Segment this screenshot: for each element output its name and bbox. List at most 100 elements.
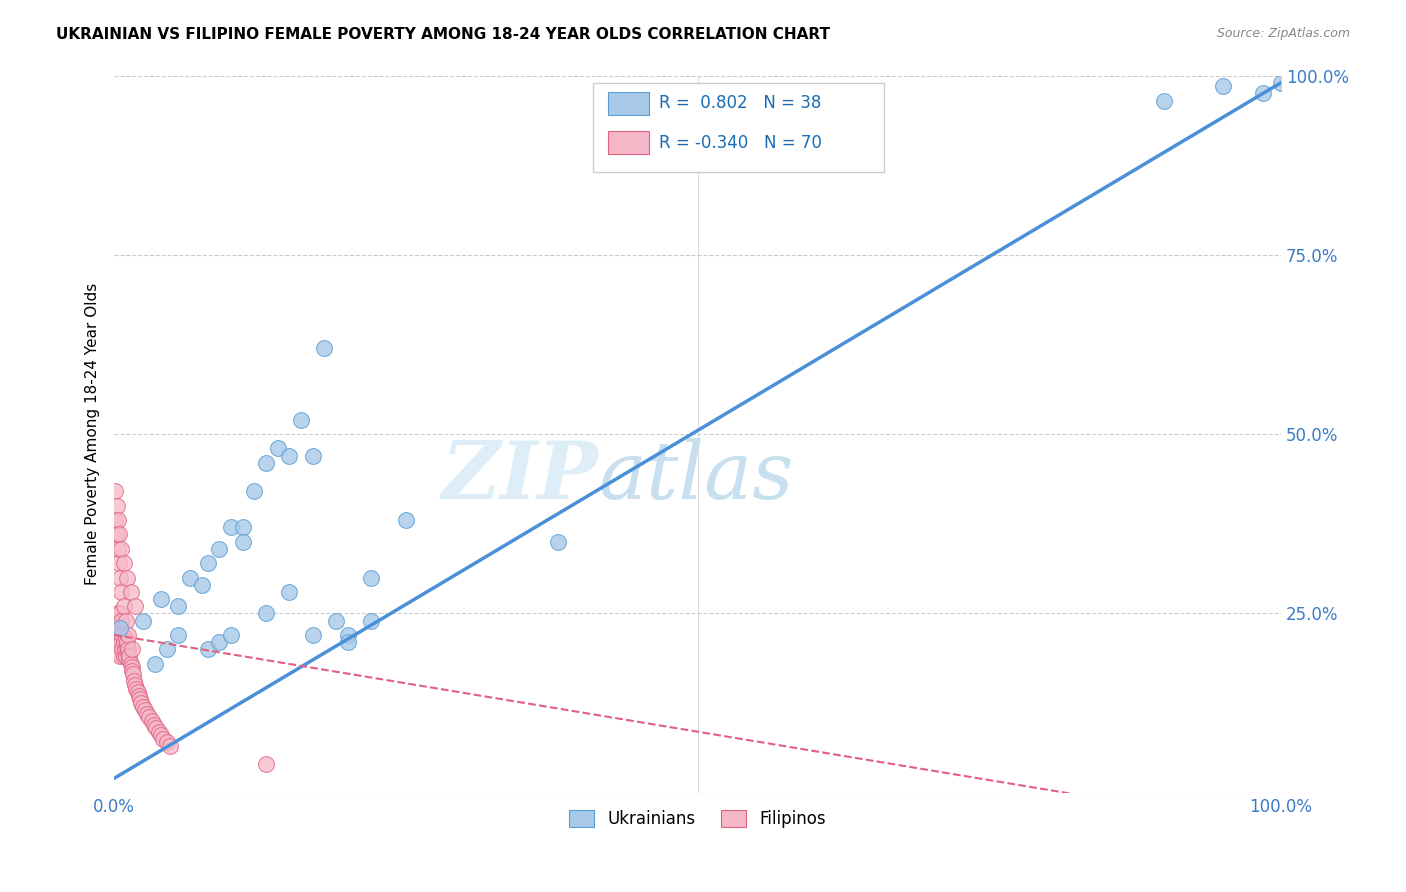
Point (111, 642, 134, 657)
Bar (607, 92, 648, 115)
Point (167, 628, 190, 642)
Point (132, 699, 155, 714)
Text: R = -0.340   N = 70: R = -0.340 N = 70 (659, 134, 823, 152)
Point (197, 642, 219, 657)
Point (121, 660, 143, 674)
Point (1212, 79, 1234, 94)
Point (360, 614, 382, 628)
Point (112, 599, 135, 614)
Point (254, 456, 277, 470)
Point (112, 556, 135, 570)
Text: UKRAINIAN VS FILIPINO FEMALE POVERTY AMONG 18-24 YEAR OLDS CORRELATION CHART: UKRAINIAN VS FILIPINO FEMALE POVERTY AMO… (56, 27, 830, 42)
Point (141, 714, 163, 728)
Point (190, 577, 212, 591)
Point (254, 756, 277, 771)
Bar (607, 131, 648, 154)
Point (156, 735, 179, 749)
Point (152, 731, 174, 746)
Point (115, 639, 138, 653)
Point (104, 484, 127, 499)
Point (128, 689, 150, 703)
Point (208, 541, 231, 556)
Point (336, 635, 359, 649)
Point (108, 642, 131, 657)
Point (108, 649, 131, 664)
Point (112, 649, 135, 664)
Point (243, 484, 266, 499)
Point (118, 653, 141, 667)
Point (124, 678, 146, 692)
Point (107, 513, 129, 527)
Point (108, 527, 131, 541)
Point (138, 710, 160, 724)
Point (124, 599, 146, 614)
Point (105, 642, 128, 657)
Point (105, 499, 128, 513)
Point (118, 649, 141, 664)
Point (132, 614, 155, 628)
Point (148, 724, 170, 739)
Point (105, 614, 128, 628)
Point (143, 657, 166, 671)
Point (107, 607, 129, 621)
Point (125, 681, 148, 696)
Y-axis label: Female Poverty Among 18-24 Year Olds: Female Poverty Among 18-24 Year Olds (86, 283, 100, 585)
Point (121, 667, 143, 681)
Point (115, 570, 138, 584)
Text: R =  0.802   N = 38: R = 0.802 N = 38 (659, 95, 821, 112)
Point (117, 646, 139, 660)
Point (360, 570, 382, 584)
Point (142, 717, 165, 731)
Point (254, 607, 277, 621)
Text: Source: ZipAtlas.com: Source: ZipAtlas.com (1216, 27, 1350, 40)
Point (149, 592, 172, 607)
Point (110, 585, 132, 599)
Point (104, 513, 127, 527)
Point (208, 635, 231, 649)
Point (115, 635, 138, 649)
Point (114, 642, 136, 657)
Point (117, 642, 139, 657)
Point (108, 621, 131, 635)
Point (156, 642, 179, 657)
Point (112, 635, 135, 649)
Point (290, 413, 312, 427)
Point (110, 541, 132, 556)
Point (278, 449, 301, 463)
Point (108, 607, 131, 621)
Point (219, 520, 242, 534)
Point (127, 685, 149, 699)
Text: ZIP: ZIP (441, 438, 599, 516)
Point (231, 520, 253, 534)
Point (314, 341, 336, 355)
Point (167, 599, 190, 614)
Point (197, 556, 219, 570)
Point (179, 570, 201, 584)
Point (103, 632, 125, 646)
Point (547, 534, 569, 549)
Point (121, 664, 143, 678)
Point (129, 696, 152, 710)
Point (1270, 76, 1292, 90)
Point (1253, 87, 1275, 101)
Point (301, 628, 323, 642)
Point (128, 692, 150, 706)
Point (103, 646, 125, 660)
Point (108, 556, 131, 570)
Point (231, 534, 253, 549)
Point (108, 621, 131, 635)
Point (121, 642, 143, 657)
Point (120, 657, 142, 671)
Point (110, 614, 132, 628)
Point (134, 703, 156, 717)
Point (301, 449, 323, 463)
Point (115, 614, 138, 628)
Point (110, 635, 132, 649)
Point (1153, 94, 1175, 108)
Point (115, 649, 138, 664)
Point (219, 628, 242, 642)
Point (107, 635, 129, 649)
Point (103, 617, 125, 632)
Point (135, 706, 157, 721)
Point (115, 632, 138, 646)
